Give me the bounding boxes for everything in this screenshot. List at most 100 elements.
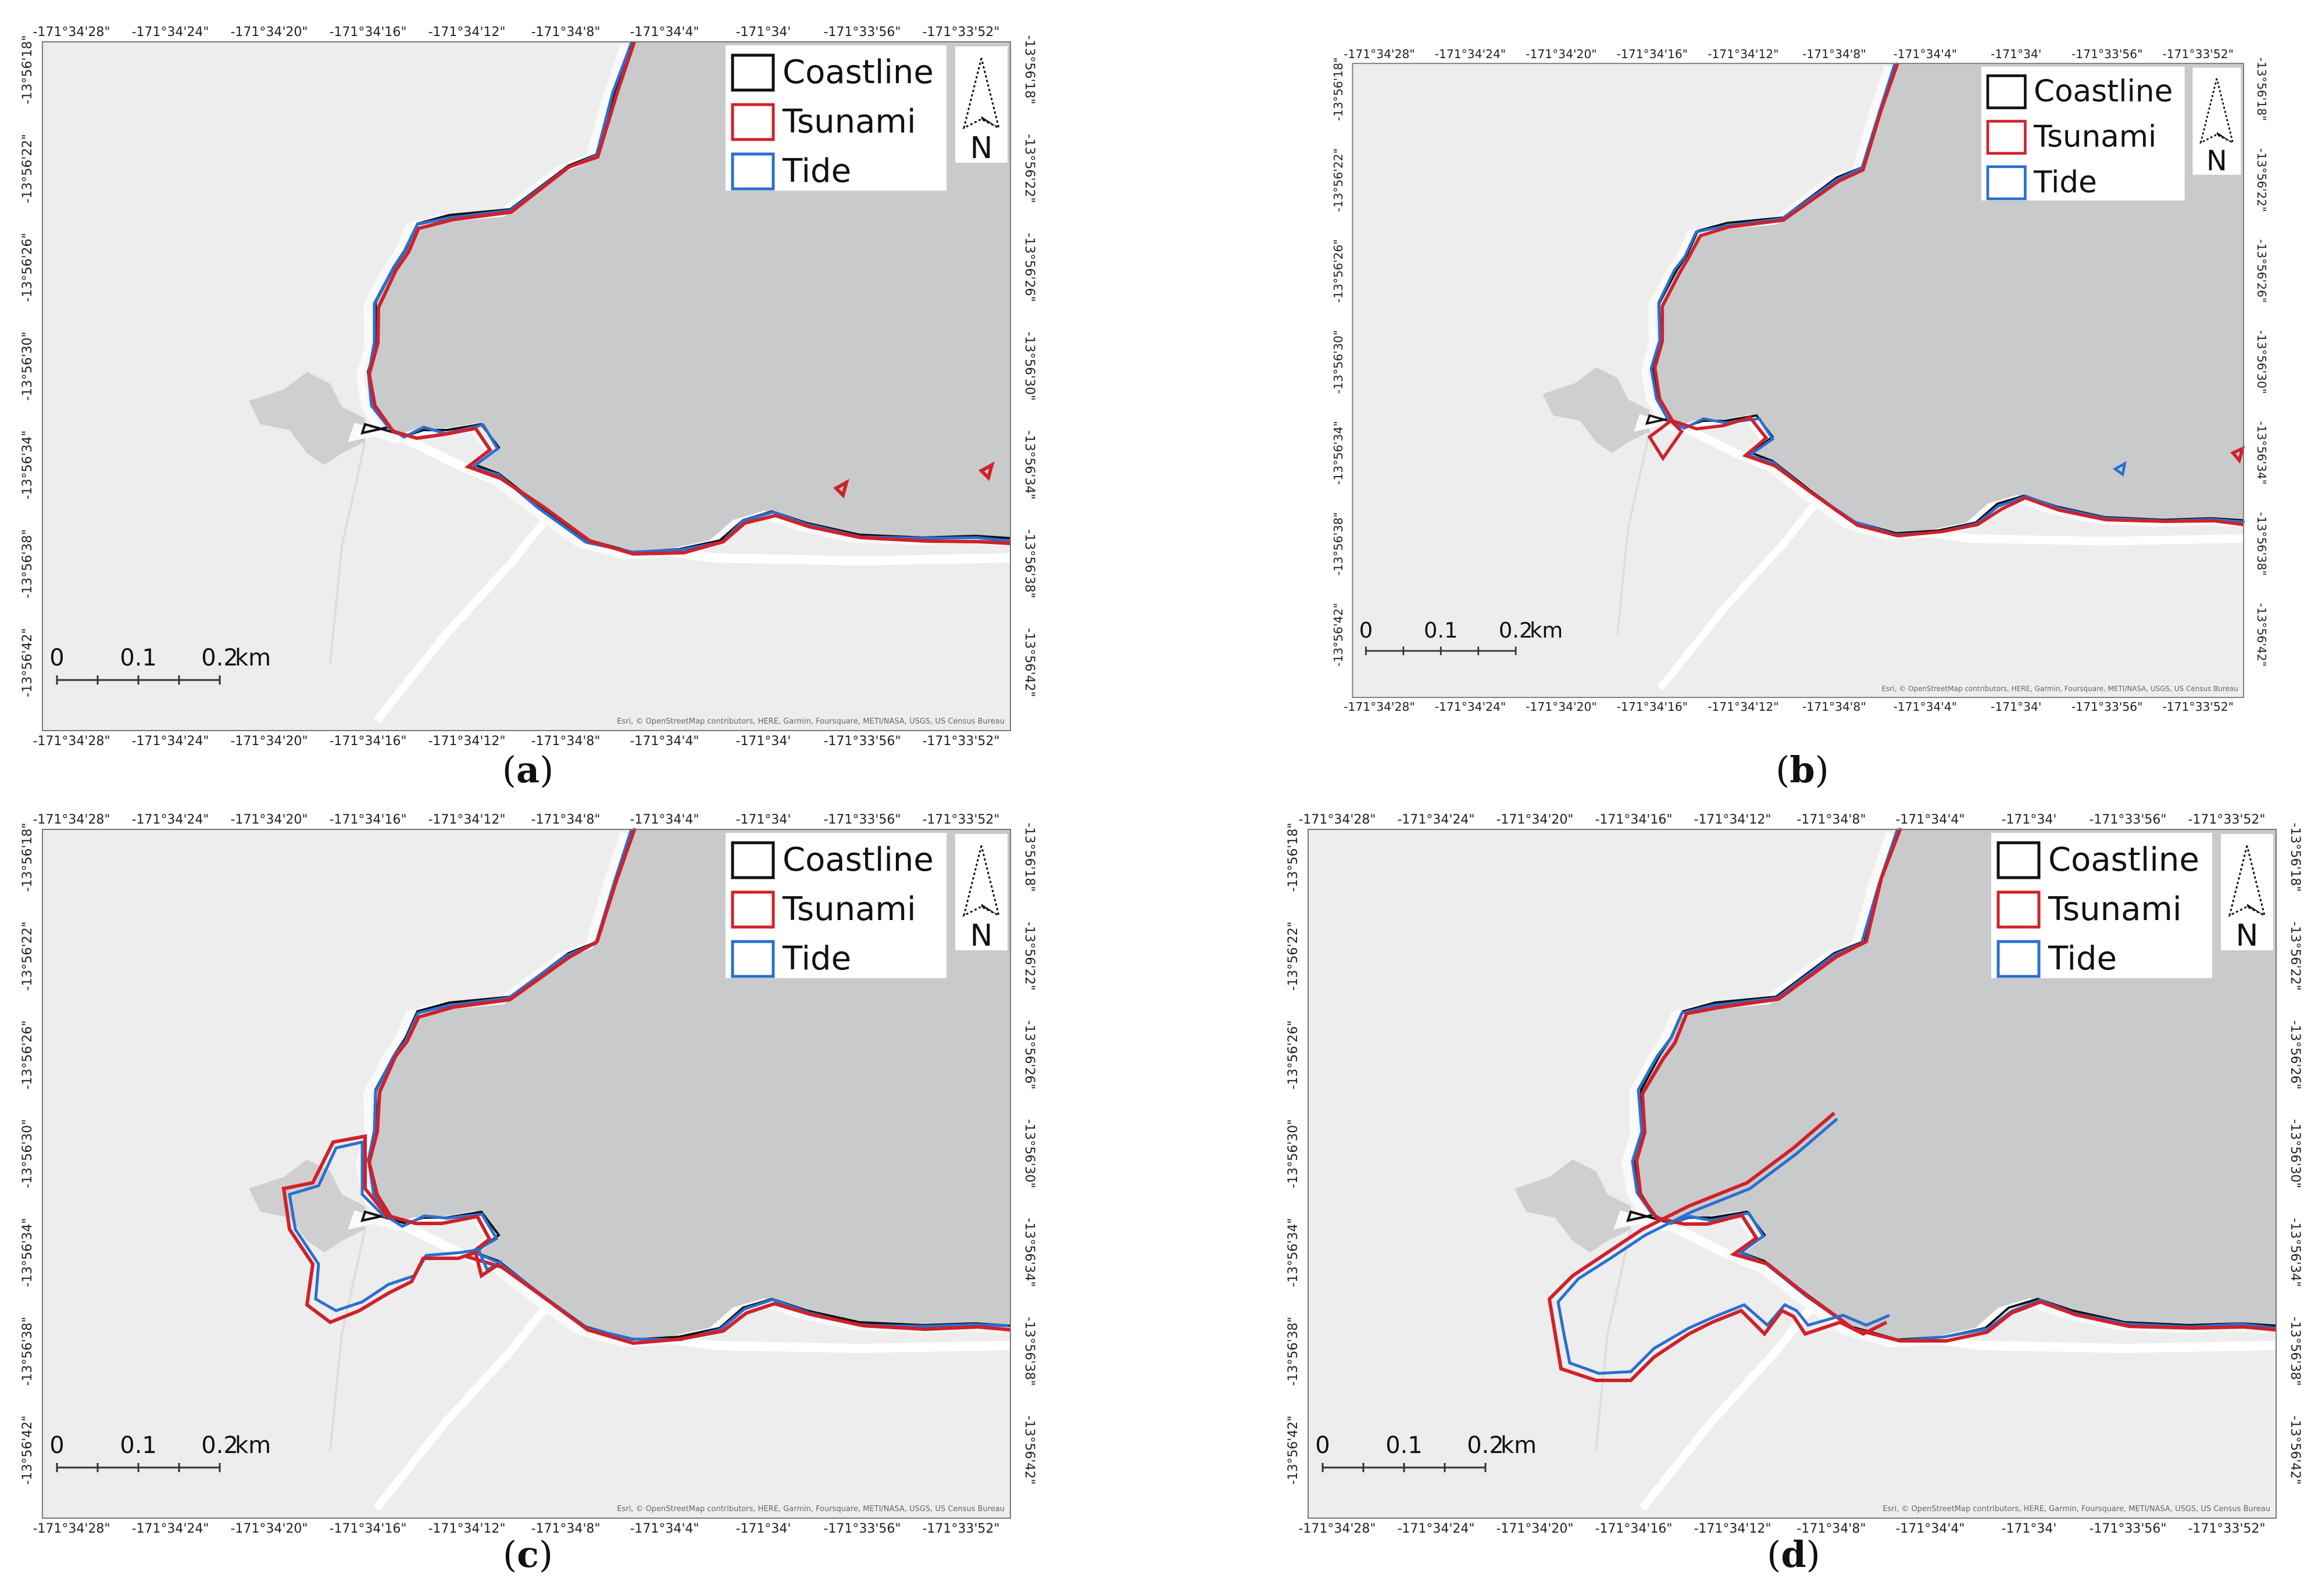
lat-tick-right: -13°56'26" xyxy=(1022,232,1037,302)
lon-tick-top: -171°34'16" xyxy=(329,25,406,40)
tsunami-inundation-line xyxy=(281,1134,500,1325)
lon-tick-bottom: -171°34'8" xyxy=(1796,1522,1866,1536)
map-attribution: Esri, © OpenStreetMap contributors, HERE… xyxy=(1882,685,2238,693)
north-label: N xyxy=(2236,918,2259,953)
lon-tick-bottom: -171°34'16" xyxy=(329,1522,406,1536)
north-arrow-icon xyxy=(2228,845,2266,917)
legend-label-coastline: Coastline xyxy=(2048,841,2199,879)
north-arrow: N xyxy=(955,46,1008,166)
path-track xyxy=(329,1229,366,1451)
tsunami-line xyxy=(1634,827,2276,1343)
lon-tick-top: -171°33'52" xyxy=(922,813,999,827)
lon-tick-bottom: -171°34'16" xyxy=(1617,700,1688,714)
legend: Coastline Tsunami Tide xyxy=(726,45,946,191)
lon-tick-bottom: -171°34'20" xyxy=(1496,1522,1573,1536)
lon-tick-top: -171°33'56" xyxy=(823,25,901,40)
lat-tick-left: -13°56'18" xyxy=(20,822,35,892)
legend-label-coastline: Coastline xyxy=(783,53,934,91)
scale-bar: 0 0.1 0.2km xyxy=(1359,618,1563,656)
lagoon xyxy=(1515,1160,1631,1253)
scale-unit: km xyxy=(235,1432,271,1459)
lon-tick-bottom: -171°34'28" xyxy=(33,734,110,749)
lat-tick-left: -13°56'42" xyxy=(1286,1415,1301,1484)
path-track xyxy=(329,441,366,663)
lon-tick-bottom: -171°34'8" xyxy=(531,1522,600,1536)
legend-label-tsunami: Tsunami xyxy=(2048,890,2182,928)
lon-tick-top: -171°34'20" xyxy=(230,25,308,40)
map-frame xyxy=(42,829,1011,1519)
lon-tick-top: -171°33'56" xyxy=(823,813,901,827)
lat-tick-left: -13°56'38" xyxy=(20,529,35,598)
lat-tick-right: -13°56'38" xyxy=(1022,1316,1037,1386)
scale-bar: 0 0.1 0.2km xyxy=(49,1432,271,1472)
north-arrow-box xyxy=(2221,834,2273,950)
lon-tick-bottom: -171°34' xyxy=(1991,700,2041,714)
lon-tick-top: -171°34'12" xyxy=(428,813,505,827)
tide-inundation-line xyxy=(1556,1118,1890,1375)
map-attribution: Esri, © OpenStreetMap contributors, HERE… xyxy=(1883,1505,2270,1513)
lon-tick-bottom: -171°33'56" xyxy=(2071,700,2143,714)
lat-tick-right: -13°56'22" xyxy=(2255,148,2269,212)
coastline-line xyxy=(1645,63,2244,535)
lat-tick-right: -13°56'18" xyxy=(1022,822,1037,892)
lon-tick-top: -171°34'8" xyxy=(1802,47,1866,61)
legend-swatch-tsunami xyxy=(1996,890,2041,929)
map-panel-b: Coastline Tsunami Tide N 0 0.1 0.2km Esri, © Op… xyxy=(1331,47,2269,714)
lat-tick-left: -13°56'30" xyxy=(1331,330,1345,394)
legend-swatch-tsunami xyxy=(1986,120,2027,155)
legend-swatch-coastline xyxy=(731,53,775,92)
north-arrow: N xyxy=(955,834,1008,953)
scale-label: 0.1 xyxy=(120,1432,157,1459)
map-panel-a: Coastline Tsunami Tide N 0 0.1 0.2km Esri, © Op… xyxy=(20,25,1037,749)
legend: Coastline Tsunami Tide xyxy=(1991,833,2212,978)
north-label: N xyxy=(970,918,993,953)
lat-tick-right: -13°56'34" xyxy=(2255,421,2269,485)
lon-tick-bottom: -171°34'28" xyxy=(33,1522,110,1536)
lon-tick-top: -171°34'12" xyxy=(1694,813,1771,827)
lat-tick-right: -13°56'18" xyxy=(2288,822,2302,892)
legend-label-tide: Tide xyxy=(782,940,851,978)
lon-tick-top: -171°34'20" xyxy=(230,813,308,827)
lon-tick-top: -171°34'28" xyxy=(33,25,110,40)
path-track xyxy=(1616,431,1651,635)
north-arrow-icon xyxy=(962,58,1001,130)
lon-tick-bottom: -171°34'4" xyxy=(1895,1522,1964,1536)
scale-label: 0.1 xyxy=(1385,1432,1423,1459)
legend-label-coastline: Coastline xyxy=(783,841,934,879)
map-frame xyxy=(1308,829,2277,1519)
lat-tick-left: -13°56'26" xyxy=(1331,239,1345,303)
lon-tick-top: -171°34'4" xyxy=(1893,47,1957,61)
lon-tick-top: -171°34'12" xyxy=(428,25,505,40)
legend-label-coastline: Coastline xyxy=(2034,74,2173,109)
lon-tick-bottom: -171°34'8" xyxy=(1802,700,1866,714)
lon-tick-top: -171°34'24" xyxy=(131,25,209,40)
legend-label-tide: Tide xyxy=(2033,165,2097,200)
lat-tick-left: -13°56'34" xyxy=(1331,421,1345,485)
lon-tick-bottom: -171°33'56" xyxy=(2089,1522,2166,1536)
legend-swatch-tide xyxy=(731,152,775,191)
lat-tick-left: -13°56'30" xyxy=(1286,1119,1301,1188)
lon-tick-top: -171°34'20" xyxy=(1496,813,1573,827)
map-frame xyxy=(1352,63,2244,698)
lat-tick-right: -13°56'26" xyxy=(2255,239,2269,303)
lon-tick-top: -171°34'16" xyxy=(1595,813,1672,827)
lagoon xyxy=(249,1160,365,1253)
lon-tick-top: -171°34'12" xyxy=(1708,47,1779,61)
legend-swatch-tide xyxy=(1986,165,2027,201)
lon-tick-top: -171°34' xyxy=(736,25,791,40)
lon-tick-bottom: -171°33'52" xyxy=(2162,700,2234,714)
scale-label: 0 xyxy=(49,645,64,671)
panel-caption-b: (b) xyxy=(1776,749,1829,791)
lat-tick-right: -13°56'30" xyxy=(1022,1119,1037,1188)
lon-tick-top: -171°34'24" xyxy=(1397,813,1474,827)
lon-tick-bottom: -171°34'12" xyxy=(1694,1522,1771,1536)
tide-inundation-line xyxy=(288,1140,503,1312)
scale-label: 0.2 xyxy=(201,1432,238,1459)
lat-tick-right: -13°56'42" xyxy=(1022,628,1037,697)
scale-label: 0.1 xyxy=(1424,618,1458,643)
legend: Coastline Tsunami Tide xyxy=(726,833,946,978)
tsunami-inundation-line xyxy=(2230,446,2245,464)
north-arrow-fill xyxy=(981,904,999,915)
lon-tick-top: -171°33'52" xyxy=(2162,47,2234,61)
